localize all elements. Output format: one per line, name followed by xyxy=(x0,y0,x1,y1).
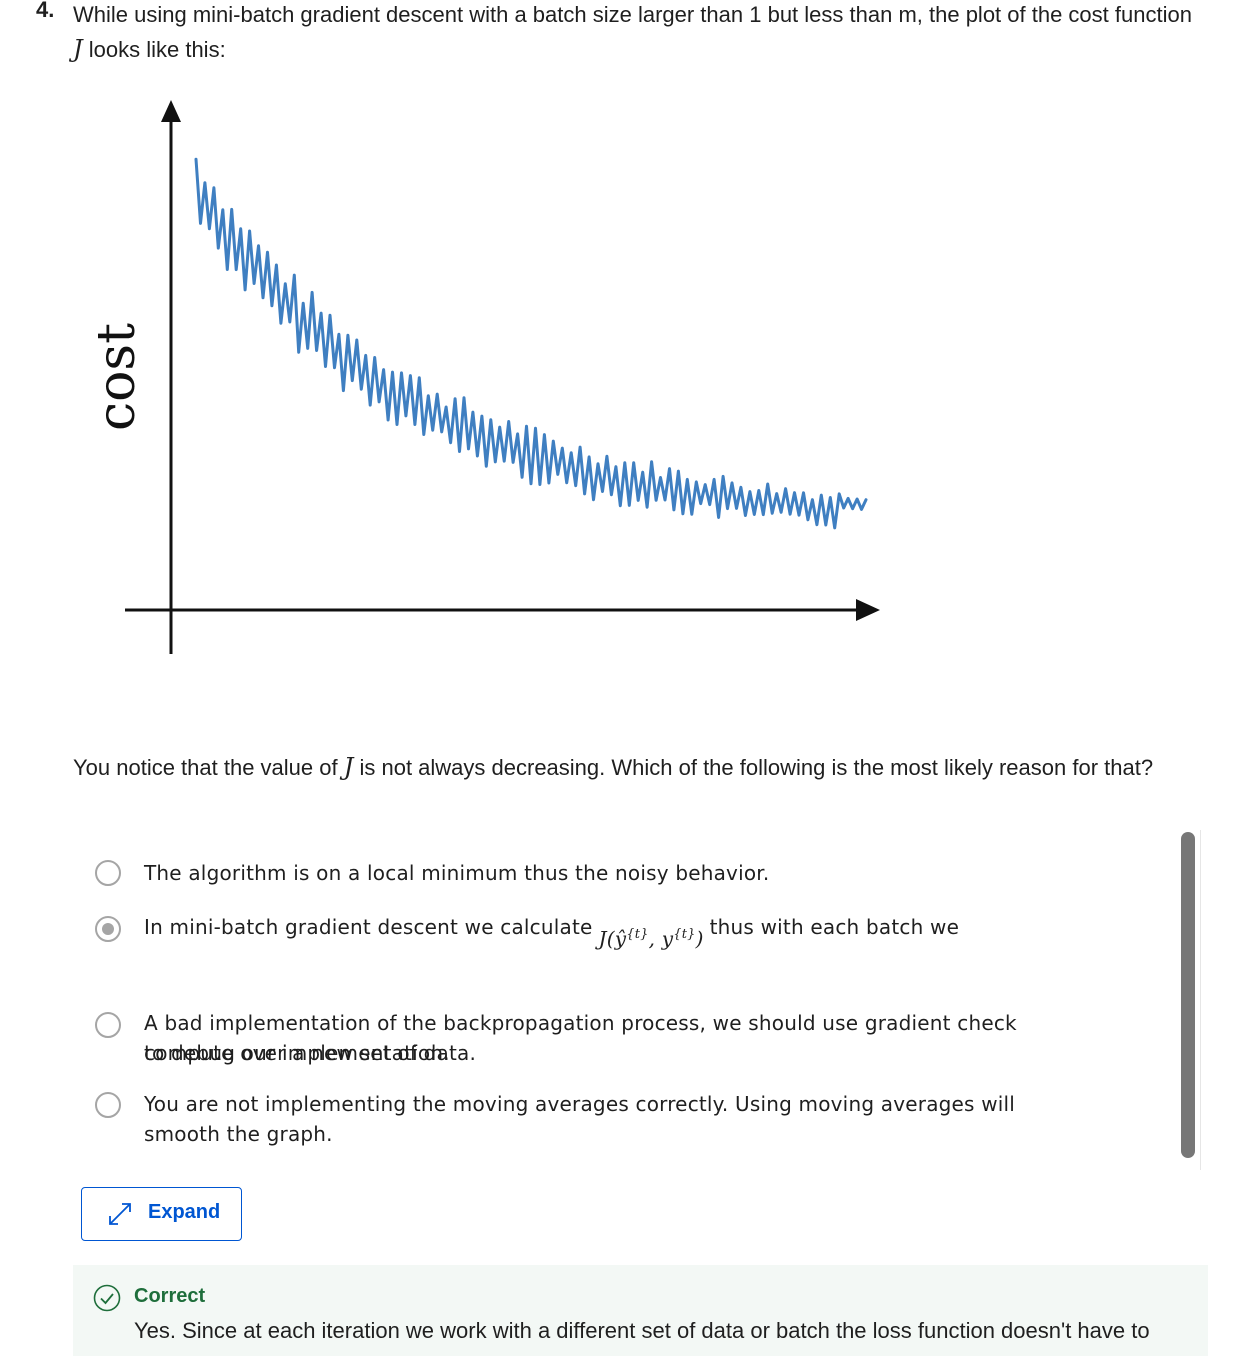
option-label: A bad implementation of the backpropagat… xyxy=(144,1011,1017,1065)
option-label-line2: compute over a new set of data. xyxy=(144,1041,477,1065)
feedback-title: Correct xyxy=(134,1285,206,1307)
option-label-middle: thus with each batch we xyxy=(709,915,960,939)
y-axis-label: cost xyxy=(88,323,147,431)
option-label-start: In mini-batch gradient descent we calcul… xyxy=(144,915,593,939)
expand-button[interactable]: Expand xyxy=(81,1187,242,1241)
question-subtext: You notice that the value of J is not al… xyxy=(73,750,1223,785)
x-axis-arrow xyxy=(856,599,880,621)
radio-button[interactable] xyxy=(95,860,121,886)
check-circle-icon xyxy=(93,1284,121,1312)
cost-plot-figure: cost xyxy=(88,92,898,662)
radio-button[interactable] xyxy=(95,1092,121,1118)
subtext-start: You notice that the value of xyxy=(73,755,344,780)
question-text-start: While using mini-batch gradient descent … xyxy=(73,2,1192,27)
cost-plot: cost xyxy=(88,100,880,654)
cost-formula: J(ŷ{t}, y{t}) xyxy=(598,927,704,951)
question-text-end: looks like this: xyxy=(82,37,226,62)
answer-options: The algorithm is on a local minimum thus… xyxy=(80,830,1201,1170)
options-scrollbar[interactable] xyxy=(1181,832,1195,1158)
cost-curve xyxy=(194,157,868,530)
feedback-panel: Correct Yes. Since at each iteration we … xyxy=(73,1265,1208,1356)
question-text: While using mini-batch gradient descent … xyxy=(73,0,1203,67)
cost-variable: J xyxy=(73,35,83,63)
option-local-minimum[interactable]: The algorithm is on a local minimum thus… xyxy=(80,858,1080,892)
option-mini-batch[interactable]: In mini-batch gradient descent we calcul… xyxy=(80,912,1080,1065)
option-label: You are not implementing the moving aver… xyxy=(144,1092,1016,1146)
option-backprop[interactable]: A bad implementation of the backpropagat… xyxy=(80,1008,1080,1072)
expand-icon xyxy=(109,1203,131,1225)
option-moving-averages[interactable]: You are not implementing the moving aver… xyxy=(80,1089,1080,1153)
cost-variable-inline: J xyxy=(343,753,354,781)
feedback-text: Yes. Since at each iteration we work wit… xyxy=(134,1318,1150,1343)
question-number: 4. xyxy=(36,0,55,22)
radio-button[interactable] xyxy=(95,1012,121,1038)
option-label: In mini-batch gradient descent we calcul… xyxy=(144,912,1024,954)
radio-button-selected[interactable] xyxy=(95,916,121,942)
y-axis-arrow xyxy=(161,100,181,122)
option-label: The algorithm is on a local minimum thus… xyxy=(144,861,770,885)
expand-label: Expand xyxy=(148,1201,221,1223)
subtext-end: is not always decreasing. Which of the f… xyxy=(353,755,1154,780)
